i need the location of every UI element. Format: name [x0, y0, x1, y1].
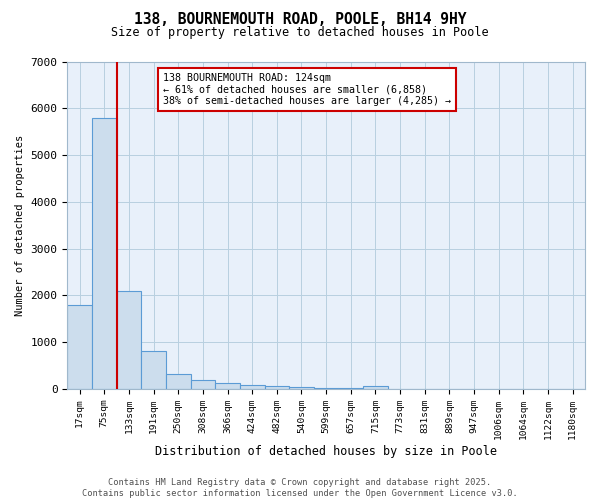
- Bar: [116, 290, 141, 389]
- Bar: [265, 386, 289, 389]
- Bar: [215, 384, 240, 389]
- Bar: [141, 350, 166, 389]
- Bar: [191, 380, 215, 389]
- X-axis label: Distribution of detached houses by size in Poole: Distribution of detached houses by size …: [155, 444, 497, 458]
- Y-axis label: Number of detached properties: Number of detached properties: [15, 134, 25, 316]
- Text: Size of property relative to detached houses in Poole: Size of property relative to detached ho…: [111, 26, 489, 39]
- Bar: [314, 388, 338, 389]
- Text: 138 BOURNEMOUTH ROAD: 124sqm
← 61% of detached houses are smaller (6,858)
38% of: 138 BOURNEMOUTH ROAD: 124sqm ← 61% of de…: [163, 73, 451, 106]
- Bar: [363, 386, 388, 389]
- Bar: [67, 305, 92, 389]
- Bar: [92, 118, 116, 389]
- Bar: [338, 388, 363, 389]
- Bar: [240, 385, 265, 389]
- Text: 138, BOURNEMOUTH ROAD, POOLE, BH14 9HY: 138, BOURNEMOUTH ROAD, POOLE, BH14 9HY: [134, 12, 466, 28]
- Bar: [289, 388, 314, 389]
- Text: Contains HM Land Registry data © Crown copyright and database right 2025.
Contai: Contains HM Land Registry data © Crown c…: [82, 478, 518, 498]
- Bar: [166, 374, 191, 389]
